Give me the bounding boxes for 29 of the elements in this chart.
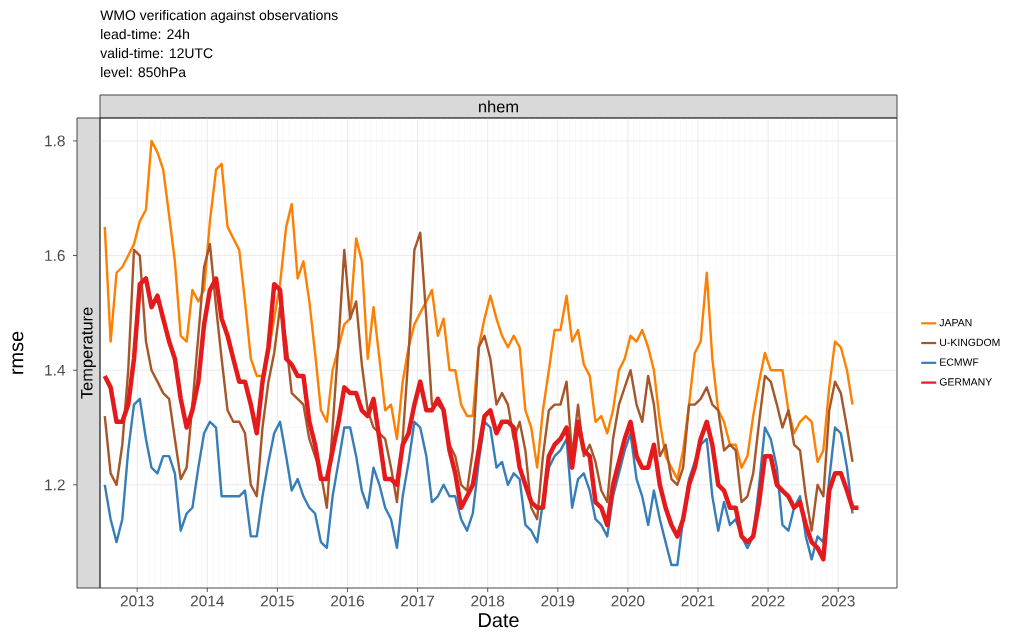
x-tick-label: 2020: [611, 595, 645, 607]
y-axis-title: rmse: [12, 331, 24, 374]
x-tick-label: 2015: [261, 595, 294, 607]
x-tick-label: 2017: [401, 595, 434, 607]
x-tick-label: 2014: [190, 595, 225, 607]
line-series: [102, 276, 861, 562]
y-tick-label: 1.6: [45, 250, 65, 262]
x-tick-label: 2023: [821, 595, 855, 607]
chart-title: WMO verification against observations: [100, 9, 338, 23]
text: valid-time: 12UTC: [100, 47, 213, 59]
x-tick-label: 2019: [541, 595, 575, 607]
legend-label: ECMWF: [940, 358, 979, 366]
text: Temperature: [81, 307, 96, 399]
text: level: 850hPa: [101, 66, 186, 78]
legend-label: U-KINGDOM: [940, 338, 1000, 347]
text: nhem: [479, 100, 518, 113]
text: lead-time: 24h: [101, 28, 189, 40]
x-axis-title: Date: [479, 613, 519, 628]
y-tick-label: 1.4: [45, 364, 66, 376]
y-tick-label: 1.8: [45, 135, 65, 147]
x-tick-label: 2022: [751, 595, 785, 607]
x-tick-label: 2016: [331, 595, 364, 607]
legend-label: JAPAN: [939, 318, 972, 327]
legend-label: GERMANY: [939, 378, 992, 386]
x-tick-label: 2013: [120, 595, 154, 607]
y-tick-label: 1.2: [45, 479, 65, 491]
x-tick-label: 2021: [681, 595, 715, 607]
x-tick-label: 2018: [471, 595, 505, 607]
line-series: [103, 231, 854, 532]
